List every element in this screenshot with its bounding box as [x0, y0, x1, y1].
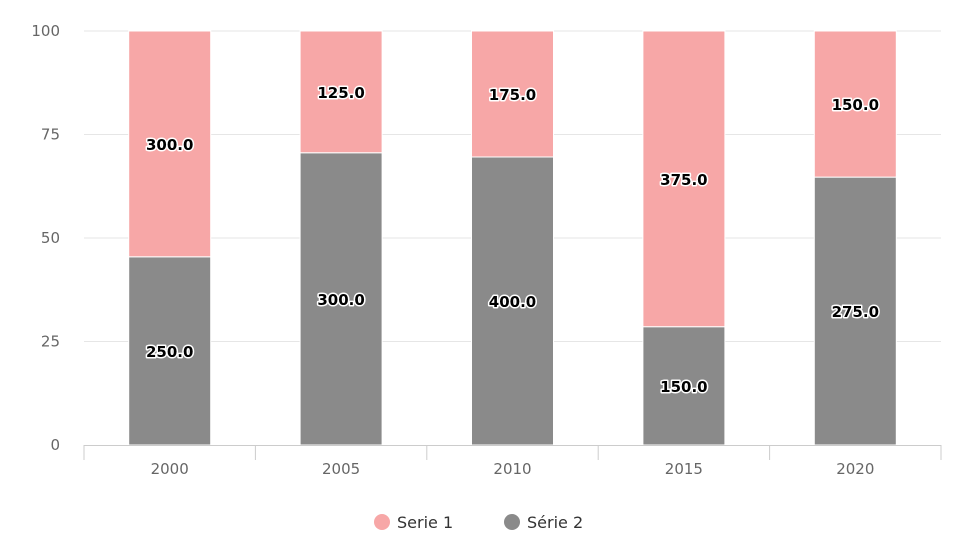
bar-segment	[471, 30, 554, 158]
legend-label: Série 2	[527, 513, 583, 532]
bar-segment	[813, 30, 897, 178]
data-label: 150.0	[832, 96, 879, 114]
data-label: 250.0	[146, 343, 193, 361]
x-tick-label: 2015	[665, 460, 703, 478]
legend[interactable]: Serie 1 Série 2	[374, 513, 583, 532]
y-tick-label: 75	[41, 126, 60, 144]
data-label: 300.0	[317, 291, 364, 309]
data-label: 175.0	[489, 86, 536, 104]
legend-item[interactable]: Série 2	[504, 513, 583, 532]
y-tick-label: 50	[41, 229, 60, 247]
x-tick-label: 2005	[322, 460, 360, 478]
bar-segment	[642, 30, 726, 328]
legend-item[interactable]: Serie 1	[374, 513, 453, 532]
data-label: 275.0	[832, 303, 879, 321]
bar-segment	[642, 326, 726, 446]
bars	[128, 30, 897, 446]
x-tick-label: 2020	[836, 460, 874, 478]
data-labels: 250.0 300.0 300.0 125.0 400.0 175.0 150.0 375.0…	[144, 82, 880, 397]
legend-marker-icon	[504, 514, 520, 530]
data-label: 125.0	[317, 84, 364, 102]
data-label: 300.0	[146, 136, 193, 154]
data-label: 150.0	[660, 378, 707, 396]
x-tick-label: 2000	[151, 460, 189, 478]
y-tick-label: 0	[50, 436, 60, 454]
y-tick-label: 25	[41, 333, 60, 351]
y-axis-ticks: 0 25 50 75 100	[31, 22, 60, 454]
data-label: 400.0	[489, 293, 536, 311]
bar-segment	[299, 152, 383, 446]
data-label: 375.0	[660, 171, 707, 189]
x-tick-label: 2010	[493, 460, 531, 478]
y-tick-label: 100	[31, 22, 60, 40]
bar-segment	[299, 30, 383, 154]
legend-marker-icon	[374, 514, 390, 530]
bar-segment	[813, 176, 897, 446]
legend-label: Serie 1	[397, 513, 453, 532]
bar-segment	[128, 256, 212, 446]
x-axis: 2000 2005 2010 2015 2020	[83, 445, 942, 478]
bar-segment	[128, 30, 212, 258]
bar-segment	[471, 156, 554, 446]
